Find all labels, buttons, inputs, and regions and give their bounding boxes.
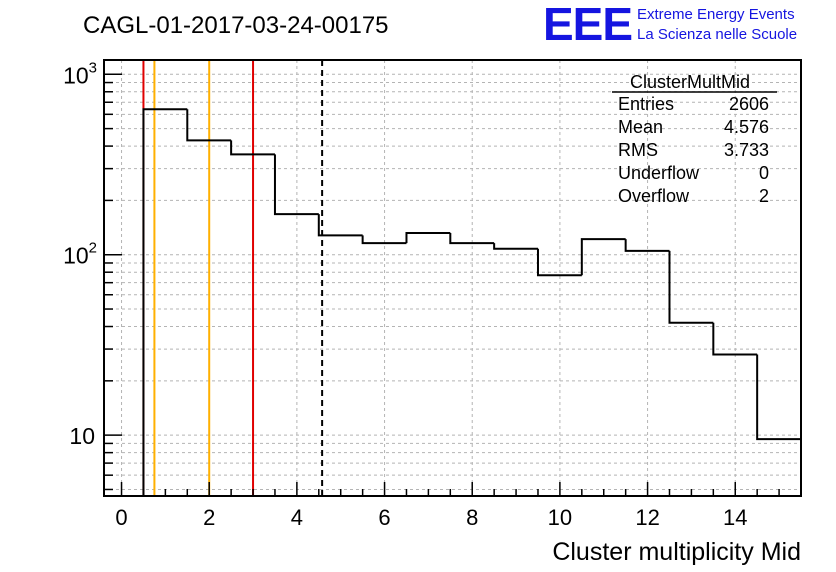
x-tick-label: 4	[291, 505, 303, 530]
histogram-bin	[493, 243, 538, 250]
stats-row-label: Underflow	[618, 163, 700, 183]
x-tick-label: 6	[378, 505, 390, 530]
eee-logo-line1: Extreme Energy Events	[637, 6, 795, 23]
x-tick-label: 14	[723, 505, 747, 530]
stats-box-title: ClusterMultMid	[630, 72, 750, 92]
stats-row-label: Entries	[618, 94, 674, 114]
stats-row-value: 0	[759, 163, 769, 183]
histogram-bin	[536, 248, 582, 277]
stats-row-value: 2	[759, 186, 769, 206]
histogram-bin	[668, 250, 714, 324]
x-tick-label: 8	[466, 505, 478, 530]
histogram-bin	[273, 154, 319, 216]
chart-title: CAGL-01-2017-03-24-00175	[83, 12, 389, 39]
histogram-bin	[624, 239, 670, 252]
histogram-bin	[361, 235, 407, 245]
x-tick-label: 2	[203, 505, 215, 530]
eee-logo: EEE Extreme Energy Events La Scienza nel…	[543, 0, 797, 50]
histogram-bin	[186, 109, 232, 142]
stats-row-value: 4.576	[724, 117, 769, 137]
x-tick-label: 0	[115, 505, 127, 530]
threshold-lines	[142, 60, 324, 496]
histogram-bin	[142, 108, 188, 496]
stats-row-label: Overflow	[618, 186, 690, 206]
histogram-bin	[230, 140, 275, 156]
axes: 0 2 4 6 8 10 12 14 10 102 103	[63, 59, 802, 530]
stats-box: ClusterMultMid Entries 2606 Mean 4.576 RMS 3.…	[612, 72, 777, 206]
eee-logo-mark: EEE	[543, 0, 632, 50]
y-tick-label: 10	[69, 423, 95, 449]
y-tick-label: 102	[63, 240, 97, 269]
y-tick-label: 103	[63, 59, 97, 88]
histogram-bin	[580, 238, 626, 276]
x-tick-label: 10	[548, 505, 572, 530]
histogram-bin	[712, 322, 758, 356]
stats-row-label: Mean	[618, 117, 663, 137]
histogram-bin	[449, 232, 495, 245]
stats-row-value: 3.733	[724, 140, 769, 160]
stats-row-label: RMS	[618, 140, 658, 160]
stats-row-value: 2606	[729, 94, 769, 114]
x-axis-label: Cluster multiplicity Mid	[552, 538, 801, 566]
grid-lines	[104, 60, 801, 496]
plot-frame	[103, 59, 802, 497]
eee-logo-line2: La Scienza nelle Scuole	[637, 26, 797, 43]
x-tick-label: 12	[635, 505, 659, 530]
histogram-bin	[405, 231, 451, 244]
histogram-bin	[317, 214, 363, 237]
